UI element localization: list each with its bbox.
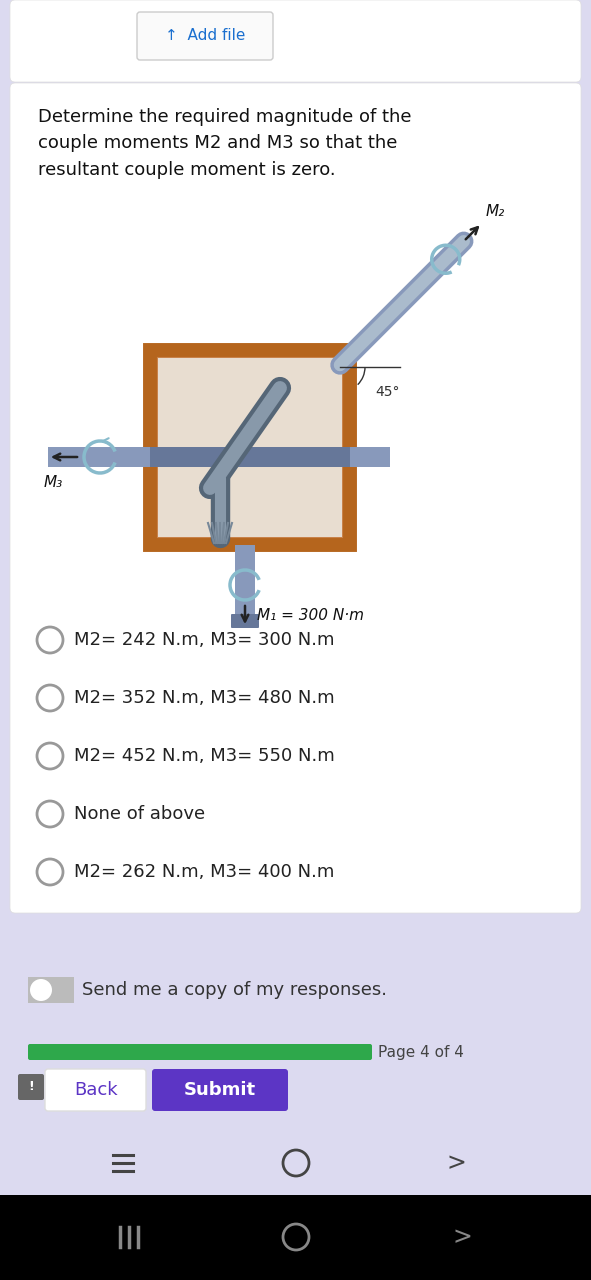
- Text: M₂: M₂: [486, 205, 505, 219]
- Text: M2= 242 N.m, M3= 300 N.m: M2= 242 N.m, M3= 300 N.m: [74, 631, 335, 649]
- FancyBboxPatch shape: [158, 358, 342, 538]
- FancyBboxPatch shape: [28, 1044, 372, 1060]
- Circle shape: [37, 859, 63, 884]
- FancyBboxPatch shape: [152, 1069, 288, 1111]
- Text: Submit: Submit: [184, 1082, 256, 1100]
- Text: M₃: M₃: [44, 475, 63, 490]
- FancyBboxPatch shape: [350, 447, 390, 467]
- Text: ↑  Add file: ↑ Add file: [165, 28, 245, 44]
- FancyBboxPatch shape: [10, 0, 581, 82]
- FancyBboxPatch shape: [48, 447, 150, 467]
- Circle shape: [37, 685, 63, 710]
- Text: M2= 352 N.m, M3= 480 N.m: M2= 352 N.m, M3= 480 N.m: [74, 689, 335, 707]
- FancyBboxPatch shape: [231, 614, 259, 628]
- Text: >: >: [452, 1225, 472, 1249]
- Text: 45°: 45°: [375, 385, 400, 399]
- Text: M₁ = 300 N·m: M₁ = 300 N·m: [257, 608, 364, 622]
- Text: None of above: None of above: [74, 805, 205, 823]
- Text: Send me a copy of my responses.: Send me a copy of my responses.: [82, 980, 387, 998]
- Text: !: !: [28, 1080, 34, 1093]
- Text: >: >: [446, 1151, 466, 1175]
- FancyBboxPatch shape: [10, 83, 581, 913]
- FancyBboxPatch shape: [137, 12, 273, 60]
- Text: Determine the required magnitude of the
couple moments M2 and M3 so that the
res: Determine the required magnitude of the …: [38, 108, 411, 179]
- Text: M2= 452 N.m, M3= 550 N.m: M2= 452 N.m, M3= 550 N.m: [74, 748, 335, 765]
- FancyBboxPatch shape: [28, 977, 74, 1004]
- Circle shape: [37, 742, 63, 769]
- FancyBboxPatch shape: [18, 1074, 44, 1100]
- Circle shape: [30, 979, 52, 1001]
- FancyBboxPatch shape: [235, 545, 255, 620]
- Text: Back: Back: [74, 1082, 118, 1100]
- FancyBboxPatch shape: [45, 1069, 146, 1111]
- Circle shape: [37, 627, 63, 653]
- Bar: [0, 1130, 591, 1196]
- FancyBboxPatch shape: [150, 349, 350, 545]
- FancyBboxPatch shape: [150, 447, 350, 467]
- Circle shape: [37, 801, 63, 827]
- Text: M2= 262 N.m, M3= 400 N.m: M2= 262 N.m, M3= 400 N.m: [74, 863, 335, 881]
- Bar: [0, 1196, 591, 1280]
- Text: Page 4 of 4: Page 4 of 4: [378, 1044, 464, 1060]
